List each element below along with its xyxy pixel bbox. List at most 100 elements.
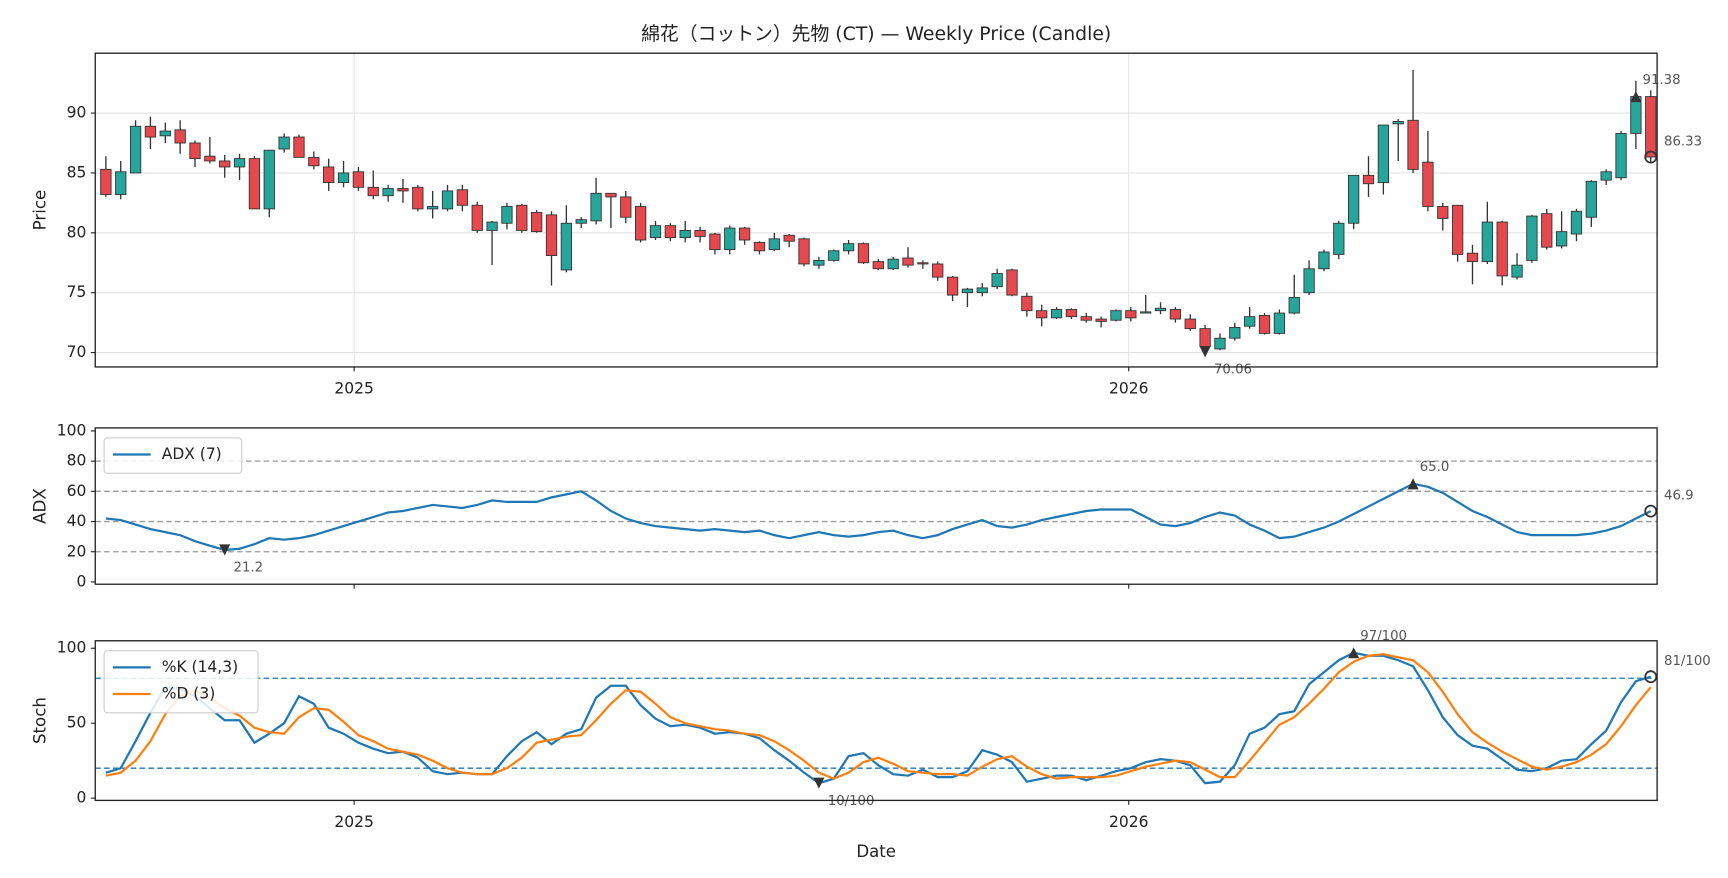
candle-body: [842, 243, 855, 252]
y-tick-label: 100: [57, 639, 87, 657]
y-tick-label: 80: [67, 452, 87, 470]
candle-body: [516, 204, 528, 231]
candle-body: [219, 160, 231, 168]
y-tick-label: 0: [77, 789, 87, 807]
candle-body: [441, 190, 454, 210]
candle-body: [1645, 96, 1657, 158]
y-tick-label: 85: [67, 163, 87, 181]
candle-body: [129, 125, 142, 174]
y-axis-label: ADX: [30, 488, 49, 524]
candle-body: [278, 136, 290, 150]
annotation-label: 81/100: [1664, 654, 1711, 669]
candle-body: [857, 243, 870, 264]
legend: ADX (7): [103, 437, 243, 474]
candle-body: [976, 287, 988, 294]
candle-body: [382, 188, 394, 197]
candle-body: [1199, 328, 1211, 348]
annotation-marker: [1644, 150, 1658, 164]
candle-body: [679, 229, 691, 239]
annotation-label: 97/100: [1360, 629, 1407, 644]
candle-body: [1437, 206, 1449, 219]
x-tick-label: 2026: [1109, 813, 1148, 831]
candle-body: [1229, 326, 1241, 339]
candle-body: [233, 158, 246, 168]
candle-body: [961, 288, 974, 294]
annotation-label: 70.06: [1214, 363, 1252, 378]
annotation-marker: [1199, 346, 1211, 358]
plot-frame: [94, 640, 1658, 802]
series-line: [105, 482, 1652, 552]
candle-body: [1006, 269, 1018, 296]
candle-body: [471, 204, 483, 231]
annotation-marker: [1630, 91, 1642, 103]
candle-body: [189, 142, 201, 160]
candle-body: [545, 214, 558, 257]
candle-body: [248, 158, 261, 210]
candle-body: [753, 241, 766, 252]
series-line: [105, 653, 1652, 780]
candle-body: [1600, 171, 1612, 181]
candle-body: [828, 250, 840, 261]
candle-body: [768, 238, 780, 251]
candle-body: [917, 262, 929, 265]
x-tick-label: 2025: [334, 380, 373, 398]
candle-body: [991, 273, 1003, 288]
legend-box: [103, 437, 243, 474]
x-tick-label: 2026: [1109, 380, 1148, 398]
candle-body: [813, 259, 825, 266]
candle-body: [887, 258, 899, 270]
annotation-marker: [1348, 647, 1360, 659]
candle-body: [1585, 180, 1597, 218]
candle-body: [352, 171, 365, 188]
candle-body: [456, 189, 469, 206]
y-tick-label: 90: [67, 104, 87, 122]
series-line: [105, 651, 1652, 785]
candle-body: [1021, 295, 1033, 312]
candle-body: [1080, 316, 1092, 321]
candle-body: [1154, 307, 1167, 312]
annotation-marker: [1644, 670, 1658, 684]
candle-body: [1481, 221, 1493, 263]
candle-body: [709, 233, 721, 251]
candle-body: [1570, 210, 1583, 235]
candle-body: [1526, 215, 1538, 261]
candle-body: [1555, 231, 1568, 247]
candle-body: [1110, 310, 1122, 321]
candle-body: [946, 276, 959, 296]
annotation-marker: [219, 544, 231, 556]
y-tick-label: 40: [67, 512, 87, 530]
candle-body: [501, 206, 513, 224]
annotation-label: 46.9: [1664, 489, 1694, 504]
annotation-label: 10/100: [828, 794, 875, 809]
candle-body: [1541, 213, 1553, 248]
candle-body: [620, 196, 632, 218]
y-tick-label: 80: [67, 223, 87, 241]
candle-body: [902, 257, 914, 266]
x-axis-label: Date: [856, 842, 896, 861]
candle-body: [1258, 315, 1271, 334]
candle-body: [174, 129, 186, 144]
candle-body: [531, 212, 543, 233]
plot-frame: [94, 52, 1658, 368]
plot-frame: [94, 427, 1658, 585]
candle-body: [694, 229, 706, 237]
legend-label: %D (3): [162, 684, 216, 702]
candle-body: [1214, 337, 1226, 350]
candle-body: [575, 219, 587, 224]
annotation-label: 91.38: [1643, 73, 1681, 88]
candle-body: [1303, 268, 1315, 294]
x-tick-label: 2025: [334, 813, 373, 831]
legend: %K (14,3) %D (3): [103, 650, 259, 714]
candle-body: [337, 172, 350, 183]
candle-body: [1169, 309, 1182, 320]
candle-body: [1036, 310, 1048, 319]
y-axis-label: Stoch: [30, 697, 49, 744]
candle-body: [649, 225, 662, 239]
candle-body: [1615, 132, 1627, 179]
candle-body: [724, 227, 736, 251]
candle-body: [1273, 312, 1286, 334]
candle-body: [412, 186, 424, 210]
candle-body: [115, 171, 127, 195]
